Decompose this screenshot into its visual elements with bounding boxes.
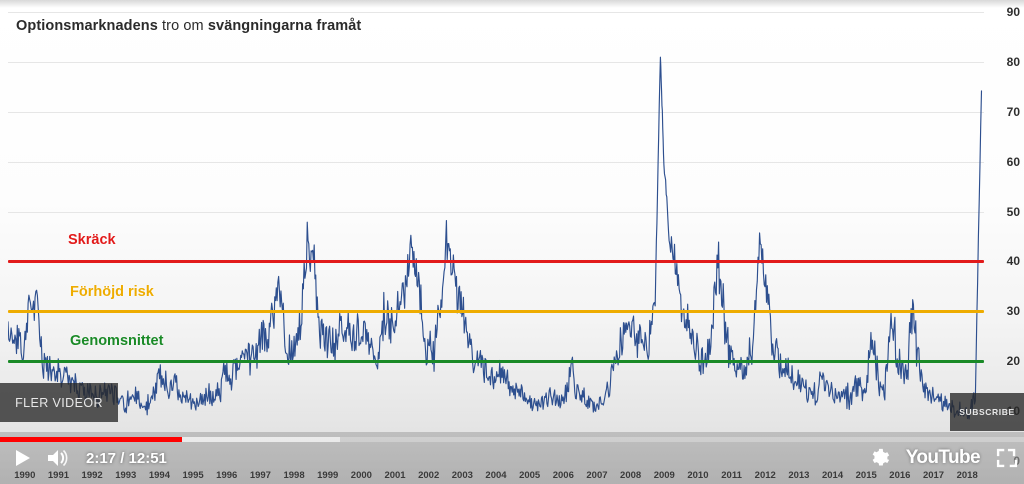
player-controls-right: YouTube xyxy=(868,447,1018,469)
x-tick-1995: 1995 xyxy=(182,470,204,481)
play-icon xyxy=(16,450,30,466)
y-tick-20: 20 xyxy=(1006,354,1020,369)
x-tick-2000: 2000 xyxy=(350,470,372,481)
x-tick-2010: 2010 xyxy=(687,470,709,481)
x-tick-2011: 2011 xyxy=(721,470,742,481)
progress-bar-track[interactable] xyxy=(0,437,1024,442)
settings-button[interactable] xyxy=(868,447,890,469)
x-tick-1991: 1991 xyxy=(47,470,70,481)
reference-label-1: Förhöjd risk xyxy=(70,284,154,300)
play-button[interactable] xyxy=(12,448,32,468)
x-tick-1999: 1999 xyxy=(317,470,339,481)
y-tick-50: 50 xyxy=(1006,204,1020,219)
y-tick-30: 30 xyxy=(1006,304,1020,319)
subscribe-button[interactable]: SUBSCRIBE xyxy=(950,393,1024,431)
y-tick-60: 60 xyxy=(1006,154,1020,169)
x-tick-2003: 2003 xyxy=(451,470,473,481)
title-bold-second: svängningarna framåt xyxy=(207,18,362,34)
gridline-10 xyxy=(8,411,984,413)
fullscreen-icon xyxy=(996,448,1018,468)
reference-line-20 xyxy=(8,360,984,364)
time-display: 2:17 / 12:51 xyxy=(86,449,167,467)
x-tick-1992: 1992 xyxy=(81,470,103,481)
x-tick-2001: 2001 xyxy=(384,470,406,481)
player-control-bar: 1990 1991 1992 1993 1994 1995 1996 1997 1998 1999… xyxy=(0,432,1024,484)
gridline-70 xyxy=(8,111,984,113)
y-axis: 0102030405060708090 xyxy=(984,0,1024,468)
x-tick-2013: 2013 xyxy=(788,470,810,481)
more-videos-button[interactable]: FLER VIDEOR xyxy=(0,383,118,422)
volume-button[interactable] xyxy=(46,448,70,468)
reference-line-40 xyxy=(8,260,984,264)
y-tick-90: 90 xyxy=(1006,5,1020,19)
subscribe-label: SUBSCRIBE xyxy=(959,407,1015,417)
reference-label-0: Skräck xyxy=(68,232,116,248)
x-tick-1994: 1994 xyxy=(148,470,171,481)
chart-plot-area xyxy=(8,12,984,461)
slide-top-bar xyxy=(0,0,1024,8)
y-tick-40: 40 xyxy=(1006,254,1020,269)
reference-line-30 xyxy=(8,310,984,314)
x-tick-2002: 2002 xyxy=(418,470,440,481)
x-tick-2016: 2016 xyxy=(889,470,911,481)
more-videos-label: FLER VIDEOR xyxy=(15,395,103,410)
youtube-logo[interactable]: YouTube xyxy=(905,447,981,468)
gridline-50 xyxy=(8,211,984,213)
fullscreen-button[interactable] xyxy=(996,447,1018,469)
progress-bar-played xyxy=(0,437,183,442)
x-tick-1997: 1997 xyxy=(249,470,271,481)
x-tick-2005: 2005 xyxy=(519,470,541,481)
y-tick-80: 80 xyxy=(1006,54,1020,69)
x-tick-1990: 1990 xyxy=(14,470,36,481)
x-tick-2012: 2012 xyxy=(754,470,776,481)
reference-label-2: Genomsnittet xyxy=(70,333,164,349)
x-tick-1993: 1993 xyxy=(115,470,137,481)
x-tick-2015: 2015 xyxy=(855,470,877,481)
x-tick-2017: 2017 xyxy=(922,470,945,481)
x-tick-2008: 2008 xyxy=(620,470,642,481)
x-tick-2007: 2007 xyxy=(586,470,608,481)
volume-icon xyxy=(48,449,68,467)
player-controls-left: 2:17 / 12:51 xyxy=(12,448,167,468)
gear-icon xyxy=(872,448,889,466)
x-tick-1996: 1996 xyxy=(216,470,238,481)
gridline-60 xyxy=(8,161,984,163)
x-tick-2009: 2009 xyxy=(653,470,675,481)
title-normal-middle: tro om xyxy=(157,18,208,34)
x-axis: 1990 1991 1992 1993 1994 1995 1996 1997 1998 1999… xyxy=(0,462,1024,484)
x-tick-2018: 2018 xyxy=(956,470,978,481)
x-tick-2014: 2014 xyxy=(821,470,844,481)
y-tick-70: 70 xyxy=(1006,104,1020,119)
title-bold-first: Optionsmarknadens xyxy=(16,18,158,34)
slide-title: Optionsmarknadens tro om svängningarna f… xyxy=(16,18,361,34)
x-tick-1998: 1998 xyxy=(283,470,305,481)
x-tick-2004: 2004 xyxy=(485,470,507,481)
vix-series-path xyxy=(8,56,983,420)
gridline-90 xyxy=(8,12,984,13)
gridline-80 xyxy=(8,61,984,63)
x-tick-2006: 2006 xyxy=(552,470,574,481)
